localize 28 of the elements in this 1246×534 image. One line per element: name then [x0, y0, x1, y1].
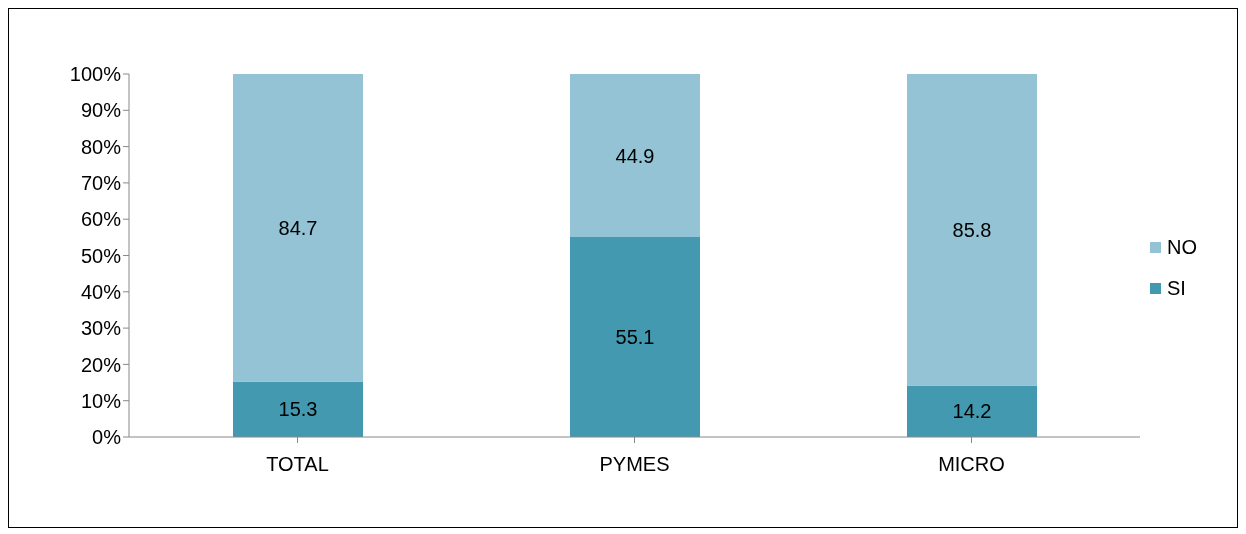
y-tick-label: 50%	[80, 244, 122, 267]
bar	[907, 74, 1037, 386]
data-label: 44.9	[615, 144, 655, 167]
bar	[233, 74, 363, 382]
bar	[233, 381, 363, 437]
y-tick-label: 10%	[80, 389, 122, 412]
y-tick-label: 60%	[80, 208, 122, 231]
bar	[907, 385, 1037, 437]
y-tick-label: 100%	[69, 63, 122, 86]
x-tick-label: TOTAL	[266, 453, 329, 476]
data-label: 55.1	[615, 326, 655, 349]
y-tick-label: 70%	[80, 172, 122, 194]
x-tick-label: MICRO	[938, 453, 1005, 476]
y-tick-label: 90%	[80, 99, 122, 122]
legend-label: NO	[1167, 236, 1197, 259]
bar	[570, 74, 700, 237]
data-label: 15.3	[278, 398, 318, 421]
data-label: 84.7	[278, 216, 318, 239]
y-tick-label: 0%	[92, 426, 122, 449]
y-tick-label: 80%	[80, 135, 122, 158]
data-label: 85.8	[952, 218, 992, 241]
bar	[570, 236, 700, 437]
y-tick-label: 30%	[80, 317, 122, 340]
y-tick-label: 40%	[80, 280, 122, 303]
data-label: 14.2	[952, 400, 992, 423]
legend-label: SI	[1167, 277, 1186, 300]
y-tick-label: 20%	[80, 353, 122, 376]
x-tick-label: PYMES	[599, 453, 670, 476]
